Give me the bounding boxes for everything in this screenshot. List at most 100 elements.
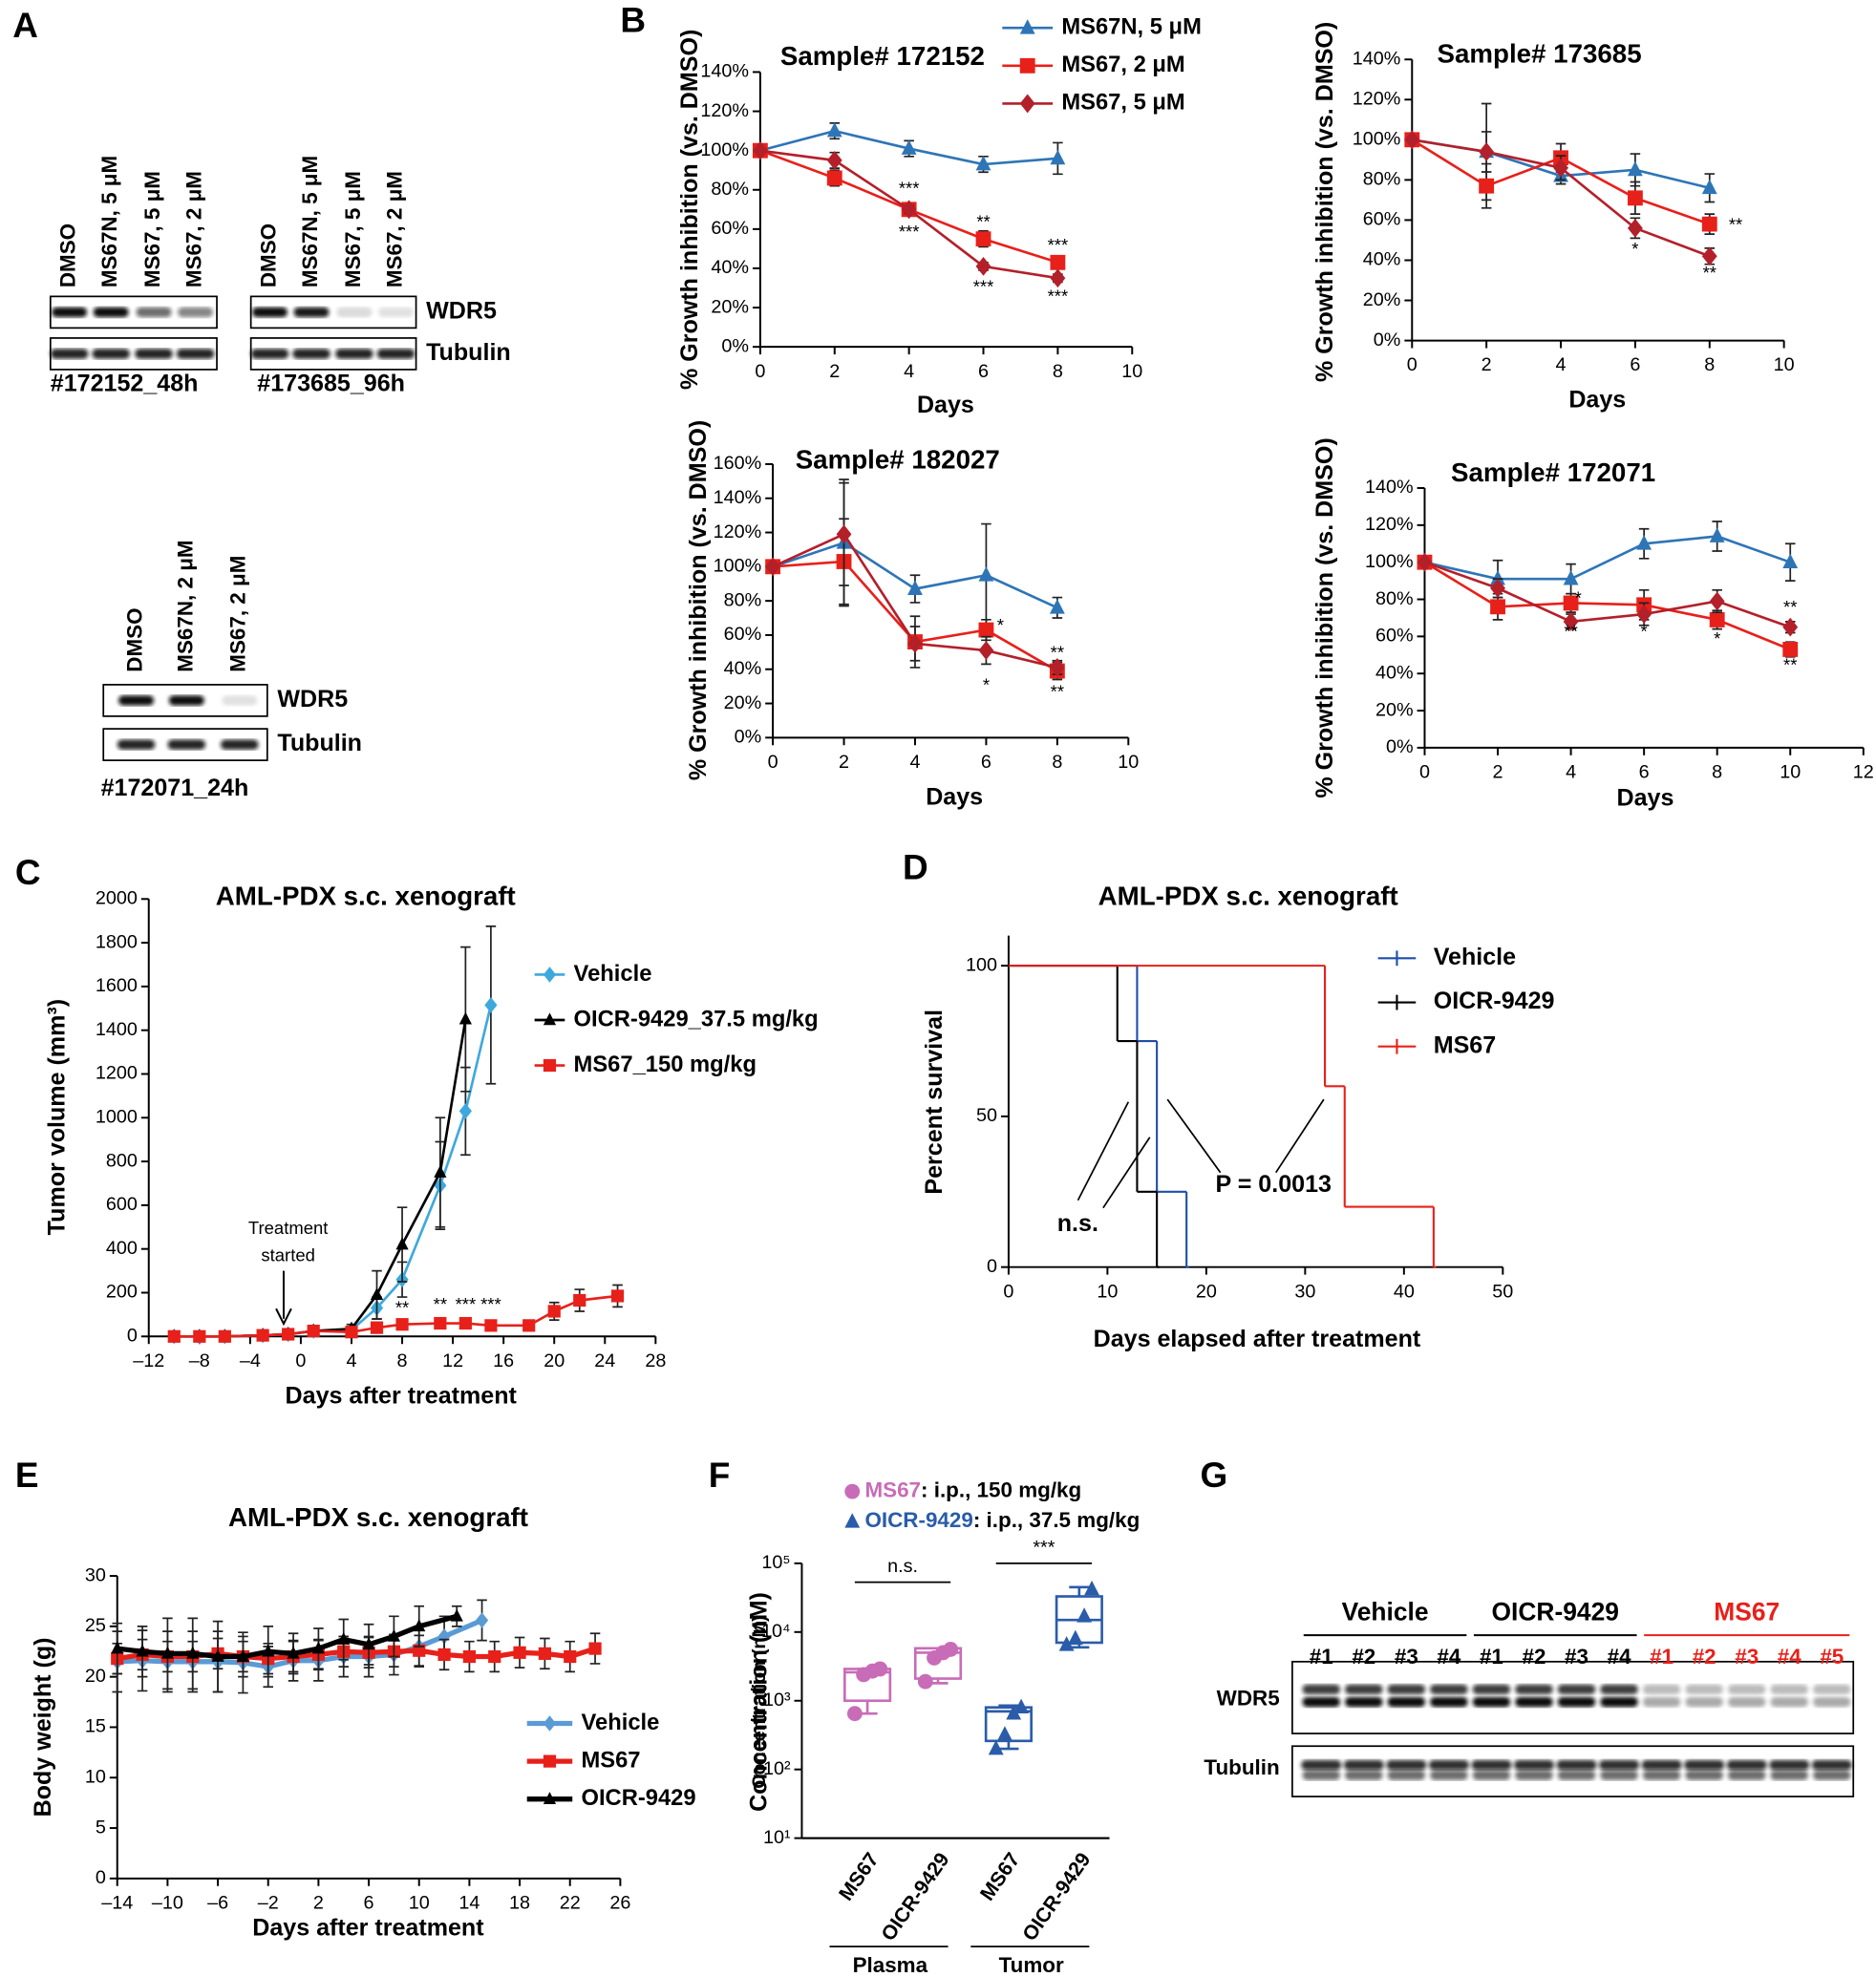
- legend-line: [1377, 994, 1417, 1010]
- x-tick-label: 30: [1294, 1281, 1315, 1302]
- row-label: Tubulin: [426, 339, 511, 366]
- y-tick-label: 140%: [1365, 477, 1414, 498]
- marker: [907, 633, 923, 653]
- x-tick-label: 12: [442, 1350, 463, 1371]
- y-tick-label: 0: [127, 1326, 138, 1347]
- series-line: [174, 1019, 467, 1338]
- row-label: WDR5: [277, 686, 348, 712]
- marker: [547, 1305, 561, 1318]
- blot-band: [222, 695, 258, 706]
- panel-label: G: [1201, 1456, 1228, 1495]
- marker: [543, 967, 557, 983]
- y-tick-label: 10³: [763, 1690, 791, 1711]
- x-tick-label: 18: [509, 1892, 530, 1913]
- y-tick-label: 400: [106, 1238, 138, 1259]
- x-tick-label: 2: [839, 752, 849, 773]
- annotation: **: [1051, 682, 1064, 702]
- marker: [462, 1649, 476, 1664]
- annotation: n.s.: [1057, 1210, 1098, 1237]
- blot-band: [1770, 1696, 1809, 1708]
- x-tick-label: –12: [133, 1350, 164, 1371]
- marker: [901, 139, 917, 155]
- x-axis-label: Days: [1568, 387, 1626, 414]
- y-axis-label: % Growth inhibition (vs. DMSO): [676, 30, 703, 390]
- legend-line: [1377, 950, 1417, 967]
- chart-title: Sample# 172071: [1451, 457, 1655, 487]
- marker: [1563, 595, 1579, 611]
- x-tick-label: 8: [1053, 361, 1063, 382]
- x-tick-label: 8: [1712, 762, 1722, 783]
- y-tick-label: 20%: [1363, 289, 1401, 310]
- marker: [1490, 599, 1505, 615]
- y-tick-label: 20%: [724, 692, 762, 713]
- y-tick-label: 60%: [1375, 626, 1414, 647]
- marker: [387, 1628, 400, 1642]
- x-tick-label: 6: [981, 752, 991, 773]
- blot-band: [1685, 1696, 1723, 1708]
- marker: [543, 1754, 557, 1768]
- marker: [522, 1319, 536, 1332]
- x-tick-label: 12: [1853, 762, 1874, 783]
- legend-label: OICR-9429_37.5 mg/kg: [574, 1006, 819, 1031]
- blot-band: [93, 307, 129, 318]
- blot-band: [1513, 1759, 1555, 1771]
- marker: [1636, 535, 1652, 550]
- y-tick-label: 20%: [1375, 699, 1414, 720]
- legend-label: OICR-9429: [1434, 988, 1555, 1014]
- marker: [943, 1641, 959, 1657]
- blot-band: [1387, 1684, 1426, 1695]
- marker: [872, 1661, 888, 1677]
- x-tick-label: –2: [258, 1892, 279, 1913]
- blot-band: [1343, 1759, 1384, 1771]
- marker: [1019, 57, 1035, 74]
- annotation: *: [1631, 239, 1638, 259]
- x-tick-label: 2: [1493, 762, 1503, 783]
- x-tick-label: 10: [1774, 354, 1795, 375]
- annotation: **: [434, 1294, 447, 1314]
- x-tick-label: 8: [1704, 354, 1715, 375]
- legend-text: : i.p., 37.5 mg/kg: [973, 1508, 1140, 1532]
- lane-label: MS67, 2 μM: [226, 556, 250, 672]
- blot-band: [1301, 1759, 1342, 1771]
- x-tick-label: 10: [1097, 1281, 1118, 1302]
- marker: [218, 1329, 231, 1343]
- lane-label: #1: [1480, 1645, 1503, 1669]
- y-tick-label: 1800: [96, 931, 138, 952]
- blot-band: [376, 349, 416, 359]
- y-tick-label: 2000: [96, 888, 138, 909]
- y-tick-label: 15: [85, 1716, 106, 1737]
- x-tick-label: 6: [978, 361, 989, 382]
- blot-band: [1600, 1696, 1638, 1708]
- legend-label: MS67_150 mg/kg: [574, 1052, 757, 1077]
- lane-label: #2: [1352, 1645, 1375, 1669]
- x-tick-label: 50: [1492, 1281, 1513, 1302]
- marker: [610, 1289, 625, 1303]
- series-line: [174, 1005, 493, 1338]
- lane-label: DMSO: [56, 223, 80, 287]
- row-label: Tubulin: [1204, 1755, 1279, 1779]
- y-tick-label: 0%: [1374, 330, 1401, 351]
- y-tick-label: 10²: [763, 1758, 791, 1779]
- x-tick-label: 4: [346, 1350, 356, 1371]
- arrow: [275, 1270, 292, 1327]
- y-tick-label: 100%: [1365, 551, 1414, 572]
- marker: [573, 1293, 586, 1307]
- marker: [111, 1641, 124, 1654]
- y-axis-label: Body weight (g): [30, 1637, 56, 1817]
- y-axis-label: Tumor volume (mm³): [43, 999, 70, 1235]
- marker: [458, 1103, 472, 1119]
- blot-band: [1430, 1770, 1468, 1780]
- x-tick-label: 8: [1052, 752, 1062, 773]
- y-tick-label: 140%: [1353, 48, 1401, 69]
- marker: [434, 1164, 447, 1178]
- y-axis-label: % Growth inhibition (vs. DMSO): [1311, 22, 1338, 382]
- marker: [975, 257, 991, 276]
- blot-band: [293, 307, 330, 318]
- y-tick-label: 100: [966, 954, 997, 975]
- marker: [1701, 179, 1717, 195]
- marker: [413, 1619, 426, 1632]
- legend-label: Vehicle: [574, 961, 652, 987]
- marker: [1553, 158, 1568, 178]
